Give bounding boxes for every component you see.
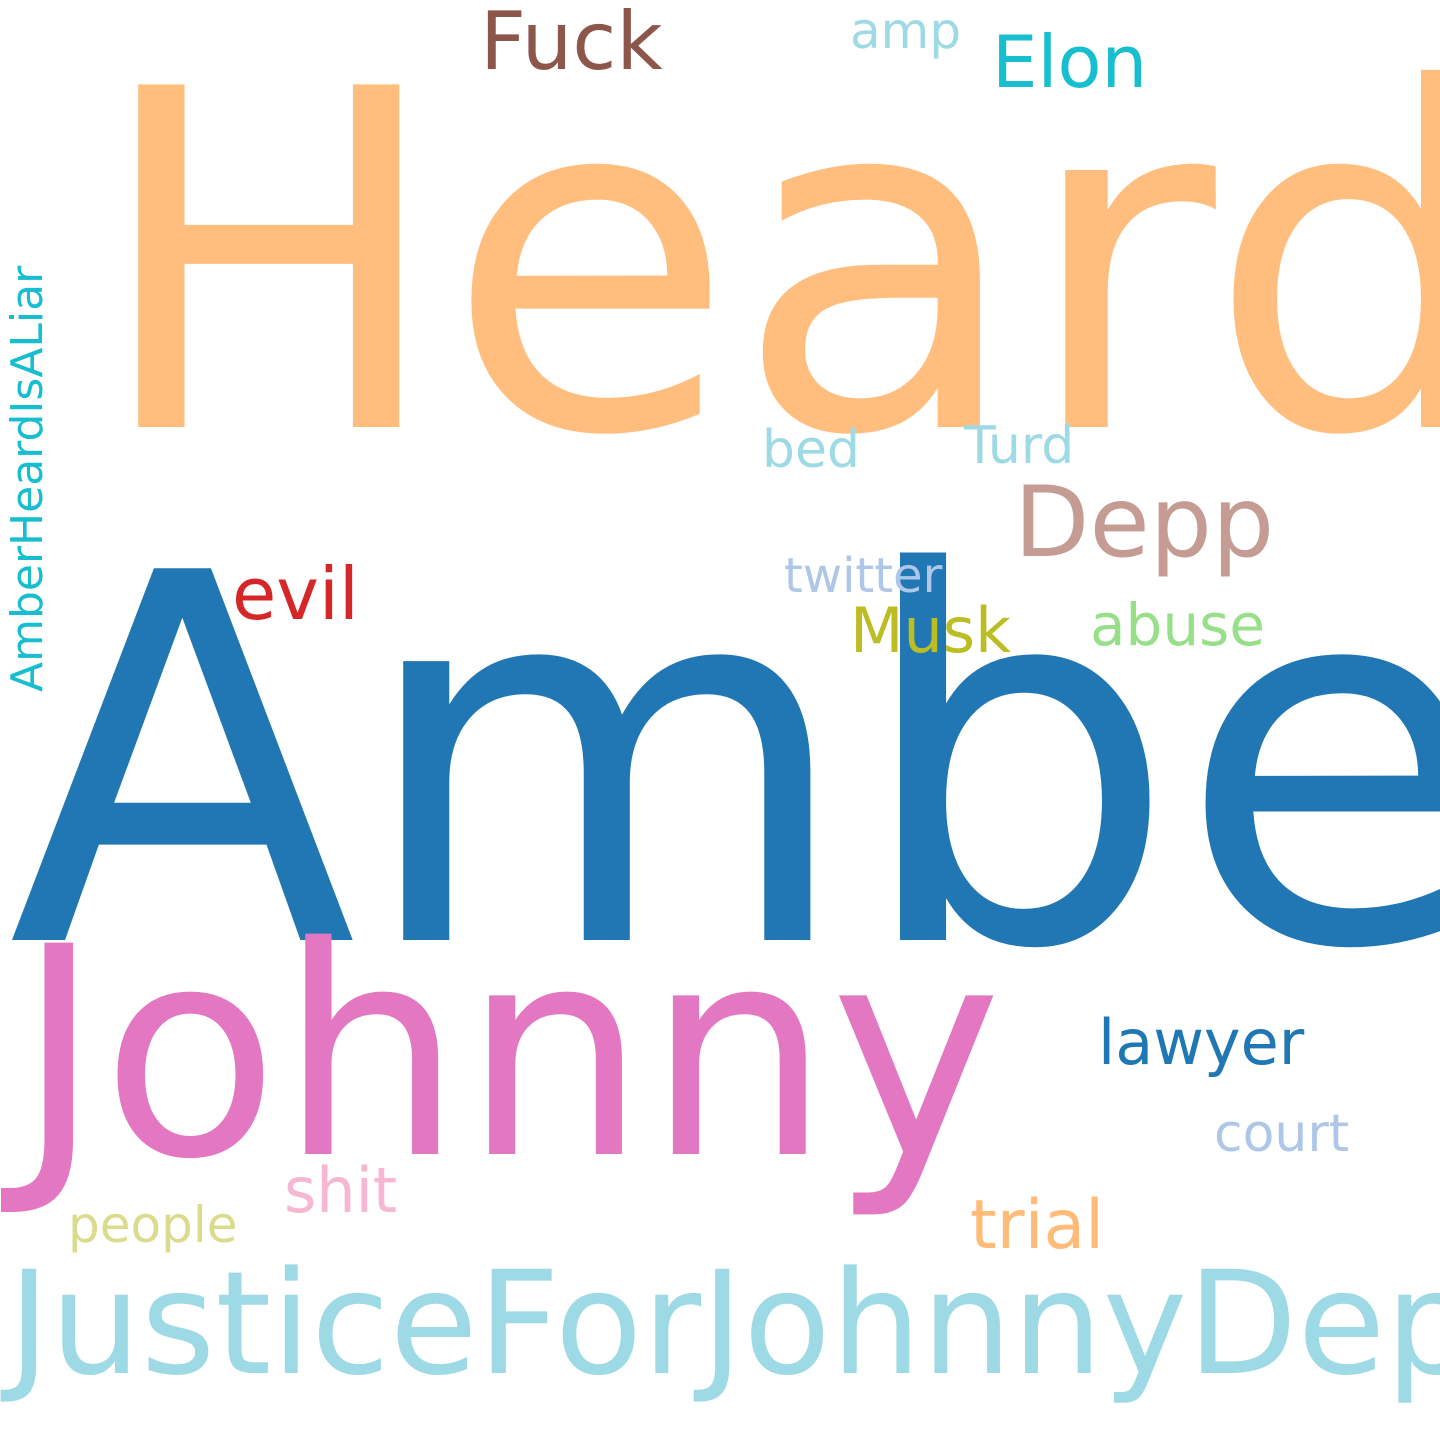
word-twitter: twitter — [784, 548, 943, 604]
word-shit: shit — [284, 1154, 398, 1227]
word-heard: Heard — [92, 0, 1440, 538]
word-evil: evil — [232, 552, 359, 636]
word-court: court — [1214, 1104, 1350, 1164]
word-people: people — [68, 1196, 238, 1254]
word-amp: amp — [850, 2, 962, 60]
word-amber-heard-is-a-liar: AmberHeardIsALiar — [2, 265, 53, 692]
word-lawyer: lawyer — [1098, 1006, 1305, 1079]
word-musk: Musk — [850, 594, 1011, 667]
word-justice-for-johnny-depp: JusticeForJohnnyDepp — [8, 1240, 1440, 1407]
word-bed: bed — [762, 420, 861, 480]
word-johnny: Johnny — [16, 886, 1002, 1223]
word-elon: Elon — [992, 20, 1148, 104]
word-trial: trial — [970, 1186, 1105, 1265]
word-fuck: Fuck — [480, 0, 663, 88]
word-turd: Turd — [964, 416, 1075, 476]
word-depp: Depp — [1014, 466, 1275, 580]
word-abuse: abuse — [1090, 591, 1266, 659]
word-amber: Amber — [8, 468, 1440, 1061]
